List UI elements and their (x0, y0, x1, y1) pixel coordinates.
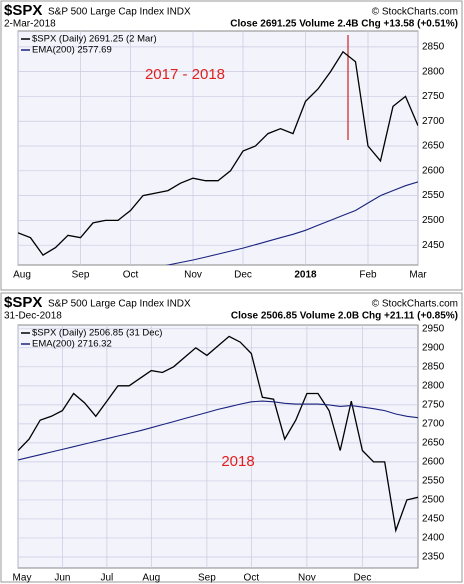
y-tick-label: 2500 (422, 215, 445, 226)
y-tick-label: 2750 (422, 91, 445, 102)
legend-label: $SPX (Daily) 2506.85 (31 Dec) (32, 328, 162, 339)
price-line (18, 400, 418, 461)
y-tick-label: 2350 (422, 552, 445, 563)
x-tick-label: Feb (359, 270, 377, 281)
y-tick-label: 2800 (422, 380, 445, 391)
annotation: 2018 (221, 453, 254, 470)
x-tick-label: Oct (244, 573, 260, 584)
y-tick-label: 2900 (422, 342, 445, 353)
x-tick-label: Mar (409, 270, 427, 281)
plot (18, 35, 418, 265)
y-tick-label: 2950 (422, 323, 445, 334)
date: 31-Dec-2018 (4, 311, 62, 322)
y-tick-label: 2400 (422, 533, 445, 544)
x-tick-label: Dec (354, 573, 372, 584)
symbol: $SPX (4, 294, 42, 311)
x-tick-label: Oct (123, 270, 139, 281)
source: © StockCharts.com (372, 7, 458, 18)
x-tick-label: Jun (54, 573, 70, 584)
source: © StockCharts.com (372, 299, 458, 310)
y-tick-label: 2600 (422, 165, 445, 176)
stock-panel: $SPX S&P 500 Large Cap Index INDX © StockC… (0, 292, 463, 584)
y-tick-label: 2650 (422, 438, 445, 449)
annotation: 2017 - 2018 (145, 66, 225, 83)
plot (18, 335, 418, 533)
x-tick-label: Sep (198, 573, 216, 584)
x-tick-label: Jul (100, 573, 113, 584)
y-tick-label: 2650 (422, 141, 445, 152)
price-line (18, 50, 418, 256)
x-tick-label: Aug (142, 573, 160, 584)
legend-label: $SPX (Daily) 2691.25 (2 Mar) (32, 34, 157, 45)
symbol: $SPX (4, 2, 42, 19)
date: 2-Mar-2018 (4, 19, 56, 30)
x-tick-label: May (13, 573, 32, 584)
y-tick-label: 2500 (422, 495, 445, 506)
y-tick-label: 2850 (422, 361, 445, 372)
y-tick-label: 2600 (422, 457, 445, 468)
x-tick-label: 2018 (294, 270, 317, 281)
plot-area (17, 30, 419, 266)
plot-area (17, 324, 419, 569)
y-tick-label: 2750 (422, 399, 445, 410)
y-tick-label: 2850 (422, 42, 445, 53)
y-tick-label: 2450 (422, 514, 445, 525)
subtitle: S&P 500 Large Cap Index INDX (48, 7, 191, 18)
y-tick-label: 2700 (422, 116, 445, 127)
y-tick-label: 2550 (422, 476, 445, 487)
y-tick-label: 2450 (422, 240, 445, 251)
y-tick-label: 2700 (422, 419, 445, 430)
x-tick-label: Sep (72, 270, 90, 281)
x-tick-label: Nov (184, 270, 202, 281)
x-tick-label: Nov (298, 573, 316, 584)
stats: Close 2506.85 Volume 2.0B Chg +21.11 (+0… (231, 311, 458, 322)
stock-panel: $SPX S&P 500 Large Cap Index INDX © StockC… (0, 0, 463, 291)
y-tick-label: 2800 (422, 66, 445, 77)
price-line (18, 335, 418, 533)
legend-label: EMA(200) 2577.69 (32, 45, 112, 56)
stats: Close 2691.25 Volume 2.4B Chg +13.58 (+0… (230, 19, 458, 30)
y-tick-label: 2550 (422, 190, 445, 201)
subtitle: S&P 500 Large Cap Index INDX (48, 299, 191, 310)
legend-label: EMA(200) 2716.32 (32, 339, 112, 350)
x-tick-label: Dec (234, 270, 252, 281)
x-tick-label: Aug (13, 270, 31, 281)
price-line (165, 181, 418, 265)
